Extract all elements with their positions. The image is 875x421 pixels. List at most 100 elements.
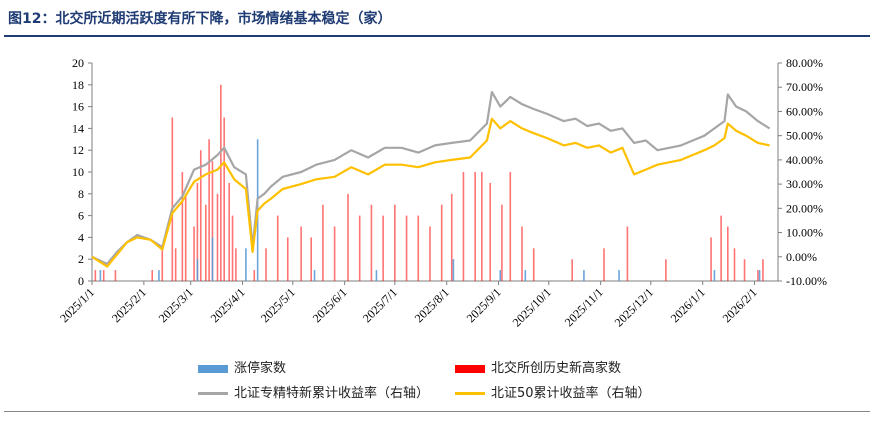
new-high-bar [665,259,667,281]
new-high-bar [102,270,105,281]
new-high-bar [208,139,210,281]
new-high-bar [151,270,154,281]
legend-limit-up-swatch [198,364,228,373]
legend-zjtx: 北证专精特新累计收益率（右轴） [198,382,429,401]
new-high-bar [720,215,722,281]
new-high-bar [727,226,729,281]
y-left-tick-label: 14 [72,121,84,135]
new-high-bar [710,237,712,281]
new-high-bar [174,248,177,281]
limit-up-bar [245,248,247,281]
x-tick-label: 2025/5/1 [258,285,298,325]
limit-up-bar [713,270,716,281]
new-high-bar [196,182,199,281]
x-tick-label: 2025/12/1 [612,285,656,329]
new-high-bar [450,193,453,281]
x-tick-label: 2025/1/1 [57,285,97,325]
new-high-bar [223,117,225,281]
x-tick-label: 2025/11/1 [562,285,606,329]
new-high-bar [193,226,195,281]
new-high-bar [394,204,396,281]
legend-new-high-swatch [455,364,485,373]
new-high-bar [733,248,736,281]
x-tick-label: 2025/4/1 [208,285,248,325]
new-high-bar [235,248,237,281]
y-right-tick-label: 20.00% [786,201,823,215]
limit-up-bar [313,270,316,281]
new-high-bar [743,259,746,281]
x-tick-label: 2026/2/1 [720,285,760,325]
footer-rule [4,411,870,412]
new-high-bar [322,204,324,281]
new-high-bar [211,161,214,281]
legend-bz50-swatch [455,392,485,395]
x-tick-label: 2025/8/1 [412,285,452,325]
x-tick-label: 2025/2/1 [109,285,149,325]
y-left-tick-label: 6 [78,209,84,223]
legend-zjtx-swatch [198,392,228,395]
y-left-tick-label: 20 [72,56,84,70]
page-title: 图12：北交所近期活跃度有所下降，市场情绪基本稳定（家） [8,11,392,27]
new-high-bar [265,248,267,281]
new-high-bar [347,193,349,281]
new-high-bar [489,182,492,281]
new-high-bar [220,84,222,281]
new-high-bar [184,193,187,281]
legend-bz50-label: 北证50累计收益率（右轴） [491,386,651,401]
new-high-bar [462,172,465,281]
title-underline [4,35,870,37]
new-high-bar [276,215,279,281]
new-high-bar [171,117,174,281]
new-high-bar [181,172,184,281]
y-right-tick-label: 10.00% [786,226,823,240]
x-tick-label: 2025/10/1 [510,285,554,329]
new-high-bar [603,248,605,281]
new-high-bar [300,226,302,281]
new-high-bar [440,204,443,281]
new-high-bar [429,226,431,281]
new-high-bar [231,215,234,281]
limit-up-bar [158,270,160,281]
y-right-tick-label: 40.00% [786,153,823,167]
y-left-tick-label: 8 [78,187,84,201]
legend-new-high: 北交所创历史新高家数 [455,357,621,376]
limit-up-bar [758,270,761,281]
limit-up-bar [211,237,214,281]
new-high-bar [94,270,97,281]
y-right-tick-label: 0.00% [786,250,817,264]
limit-up-bar [499,270,502,281]
limit-up-bar [618,270,620,281]
y-right-tick-label: 60.00% [786,104,823,118]
y-left-tick-label: 4 [78,230,84,244]
limit-up-bar [196,259,199,281]
new-high-bar [216,193,219,281]
new-high-bar [253,270,256,281]
limit-up-bar [452,259,455,281]
new-high-bar [626,226,629,281]
new-high-bar [521,226,523,281]
new-high-bar [228,182,230,281]
new-high-bar [370,204,373,281]
legend-bz50: 北证50累计收益率（右轴） [455,382,651,401]
limit-up-bar [524,270,527,281]
legend-new-high-label: 北交所创历史新高家数 [491,361,622,376]
y-right-tick-label: 50.00% [786,129,823,143]
new-high-bar [358,215,361,281]
y-right-tick-label: -10.00% [786,274,827,288]
new-high-bar [286,237,289,281]
x-tick-label: 2026/1/1 [668,285,708,325]
x-tick-label: 2025/7/1 [360,285,400,325]
new-high-bar [501,204,503,281]
zjtx-line [91,91,771,266]
y-right-tick-label: 30.00% [786,177,823,191]
limit-up-bar [99,270,102,281]
legend-zjtx-label: 北证专精特新累计收益率（右轴） [234,386,430,401]
new-high-bar [532,248,535,281]
new-high-bar [333,226,336,281]
limit-up-bar [375,270,378,281]
y-right-tick-label: 80.00% [786,56,823,70]
new-high-bar [199,150,202,281]
new-high-bar [417,215,420,281]
legend-limit-up-label: 涨停家数 [234,361,287,376]
